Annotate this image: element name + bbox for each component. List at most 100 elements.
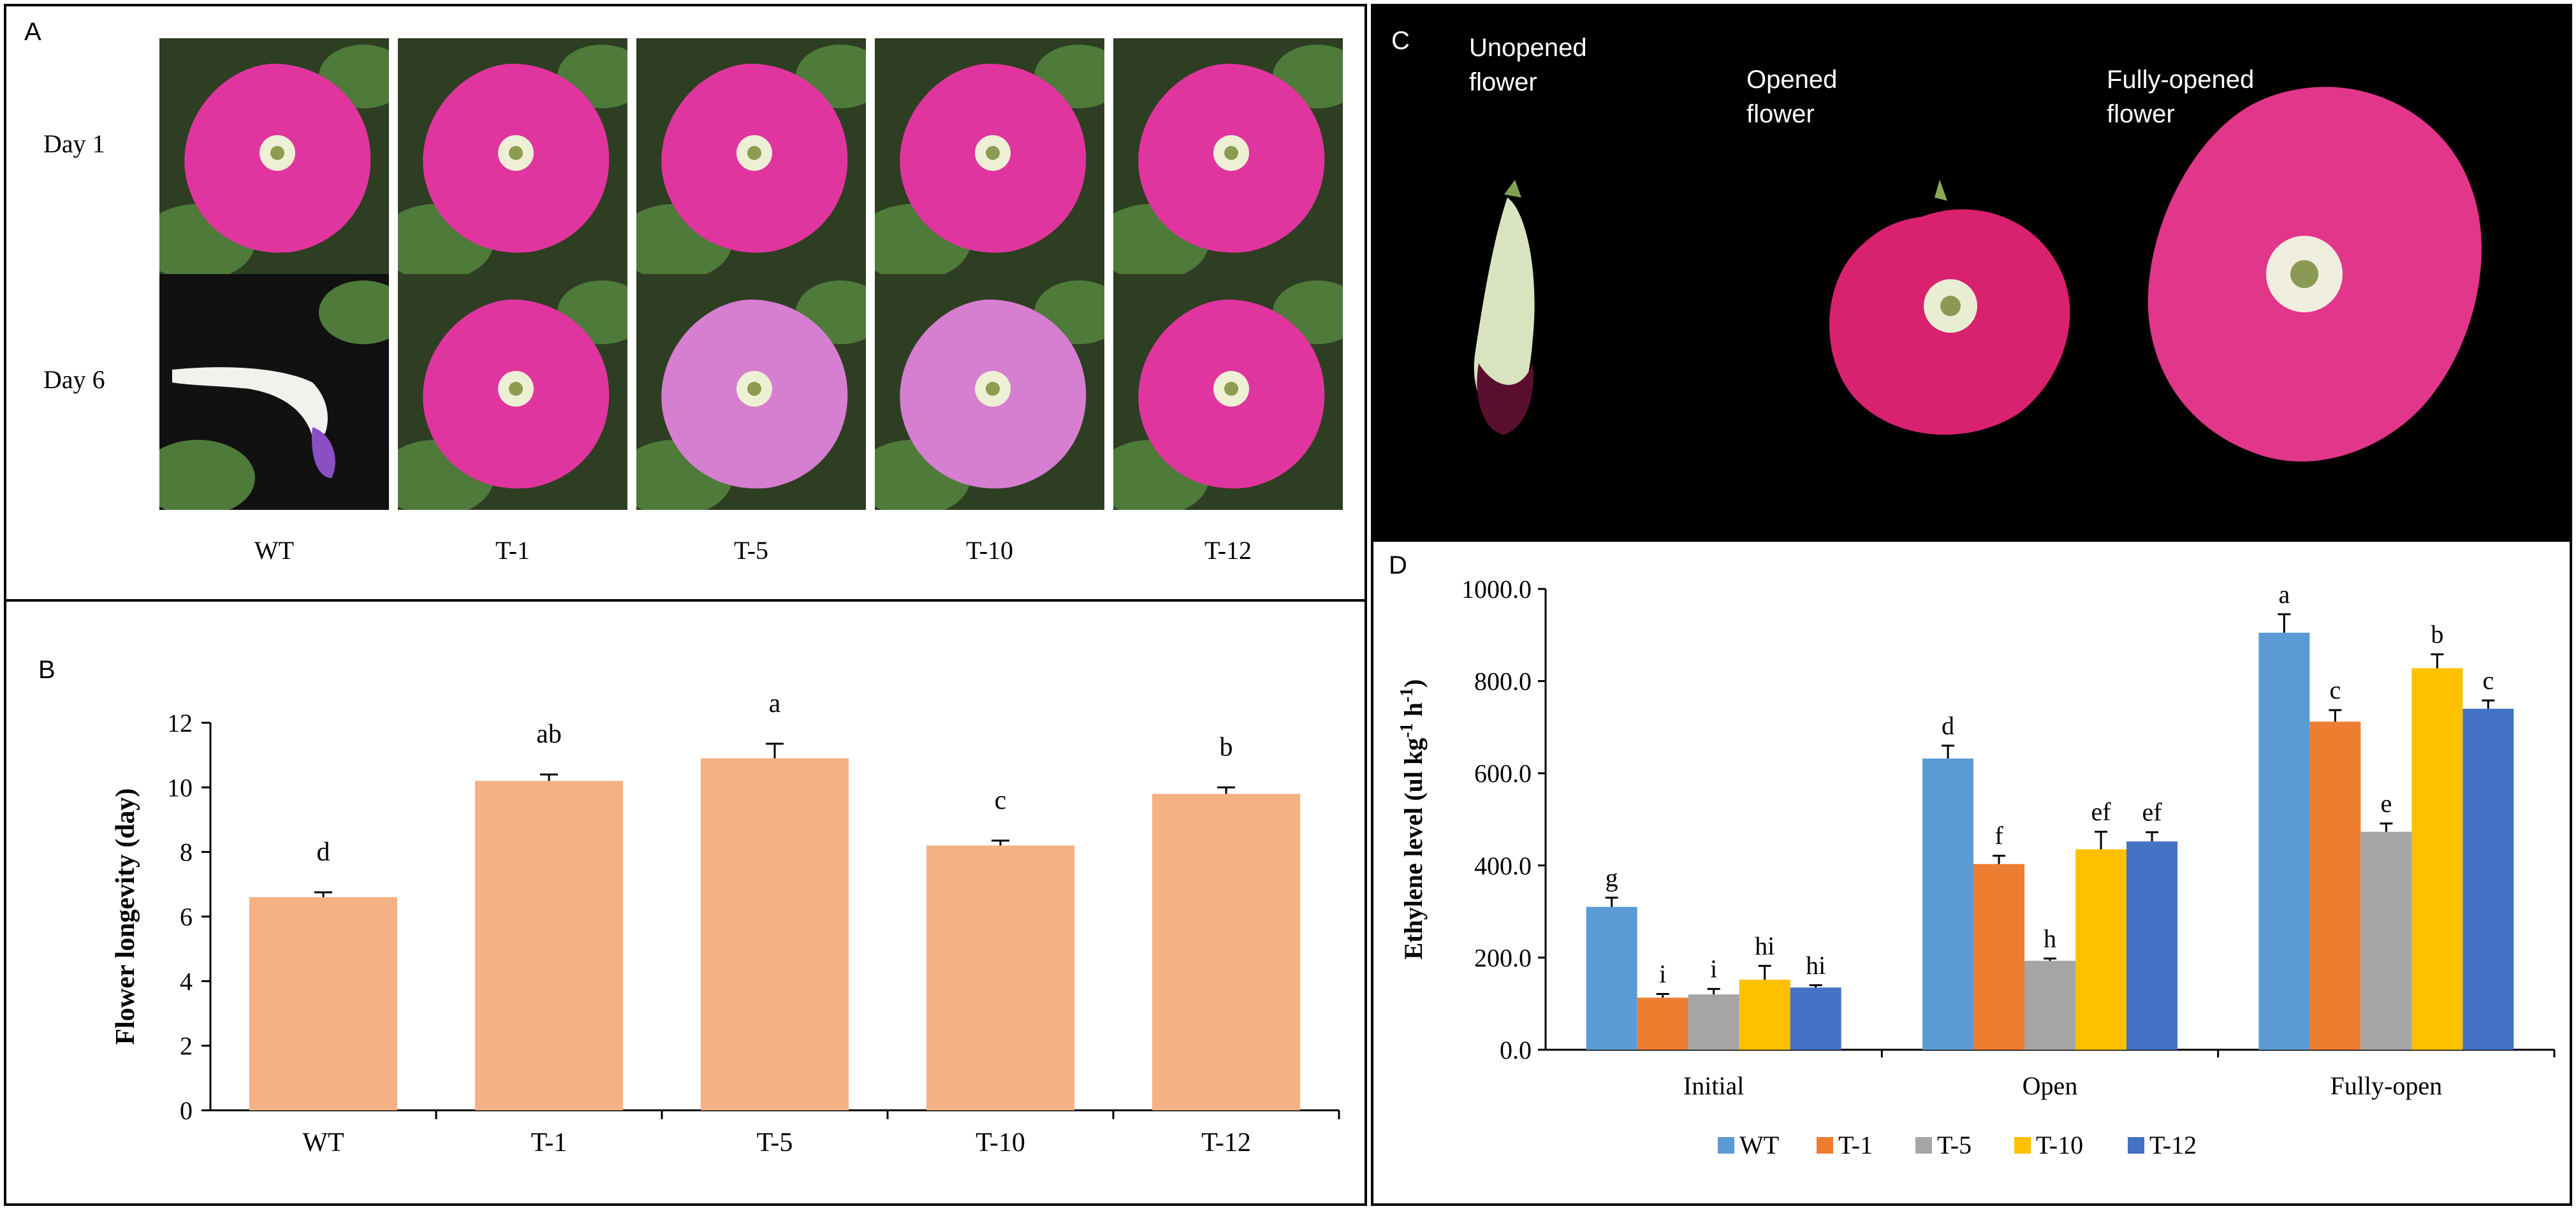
significance-label: g bbox=[1606, 863, 1618, 892]
bar-t-5-initial bbox=[1688, 994, 1739, 1050]
bars: d ab a c b bbox=[249, 689, 1300, 1110]
legend-swatch-wt bbox=[1718, 1137, 1734, 1154]
stage-label-opened: Opened flower bbox=[1746, 66, 1838, 128]
y-tick-label: 2 bbox=[180, 1032, 193, 1061]
legend: WT T-1 T-5 T-10 T-12 bbox=[1718, 1131, 2197, 1159]
significance-label: hi bbox=[1806, 951, 1826, 980]
bar-t-12-open bbox=[2126, 841, 2177, 1050]
legend-label-t-12: T-12 bbox=[2149, 1131, 2197, 1159]
fully-opened-flower-image bbox=[2148, 87, 2482, 462]
x-tick-label: Initial bbox=[1683, 1071, 1745, 1100]
bar-t-5-open bbox=[2024, 961, 2075, 1050]
y-tick-label: 12 bbox=[167, 709, 193, 737]
significance-label: ab bbox=[536, 720, 562, 749]
significance-label: ef bbox=[2142, 798, 2162, 827]
x-tick-label: T-12 bbox=[1201, 1128, 1251, 1157]
y-tick-label: 400.0 bbox=[1474, 852, 1532, 880]
panel-letter-b: B bbox=[38, 656, 55, 684]
significance-label: a bbox=[769, 689, 781, 718]
flower-photo-day1-t-1 bbox=[398, 38, 627, 274]
panel-letter-d: D bbox=[1389, 551, 1407, 579]
y-tick-label: 0 bbox=[180, 1096, 193, 1125]
x-tick-label: T-10 bbox=[976, 1128, 1025, 1157]
unopened-flower-image bbox=[1474, 180, 1535, 435]
legend-swatch-t-1 bbox=[1817, 1137, 1833, 1154]
column-label-wt: WT bbox=[254, 536, 295, 565]
y-tick-label: 600.0 bbox=[1474, 759, 1532, 788]
y-tick-label: 200.0 bbox=[1474, 943, 1532, 972]
x-tick-label: WT bbox=[302, 1128, 344, 1157]
opened-flower-image bbox=[1829, 180, 2070, 435]
panel-a: A Day 1 Day 6 WT T-1 T-5 T-10 T-12 bbox=[4, 4, 1367, 603]
flower-photo-day6-t-1 bbox=[398, 274, 627, 510]
bar-t-10 bbox=[926, 845, 1074, 1110]
significance-label: c bbox=[2482, 666, 2494, 695]
legend-label-t-5: T-5 bbox=[1937, 1131, 1972, 1159]
y-axis-label: Ethylene level (ul kg-1 h-1) bbox=[1397, 679, 1428, 959]
bar-wt bbox=[249, 897, 397, 1110]
flower-photo-day6-wt bbox=[159, 274, 389, 510]
y-tick-label: 800.0 bbox=[1474, 667, 1532, 696]
bar-t-10-fully-open bbox=[2411, 668, 2463, 1050]
flower-photo-day1-t-10 bbox=[875, 38, 1104, 274]
flower-photo-day1-t-5 bbox=[636, 38, 866, 274]
bar-t-12-initial bbox=[1790, 987, 1841, 1050]
x-tick-label: T-1 bbox=[531, 1128, 567, 1157]
significance-label: a bbox=[2278, 580, 2290, 609]
significance-label: f bbox=[1994, 822, 2003, 850]
significance-label: h bbox=[2044, 924, 2056, 953]
y-tick-label: 8 bbox=[180, 838, 193, 867]
y-tick-label: 6 bbox=[180, 903, 193, 931]
legend-swatch-t-10 bbox=[2014, 1137, 2031, 1154]
legend-label-t-1: T-1 bbox=[1838, 1131, 1873, 1159]
significance-label: e bbox=[2380, 789, 2392, 818]
axes: 0.0 200.0 400.0 600.0 800.0 1000.0 Initial Open… bbox=[1461, 575, 2556, 1100]
bar-t-10-initial bbox=[1739, 980, 1790, 1050]
bar-t-12 bbox=[1152, 794, 1300, 1110]
x-tick-label: Open bbox=[2023, 1071, 2078, 1100]
significance-label: i bbox=[1659, 960, 1666, 989]
flower-photo-day6-t-10 bbox=[875, 274, 1104, 510]
significance-label: d bbox=[317, 838, 330, 867]
legend-label-wt: WT bbox=[1739, 1131, 1779, 1159]
bar-wt-open bbox=[1922, 758, 1973, 1050]
y-tick-label: 4 bbox=[180, 967, 193, 996]
bar-t-1-initial bbox=[1637, 997, 1688, 1050]
legend-swatch-t-5 bbox=[1915, 1137, 1932, 1154]
column-label-t12: T-12 bbox=[1204, 536, 1252, 565]
column-label-t1: T-1 bbox=[495, 536, 531, 565]
bar-t-1 bbox=[475, 781, 623, 1110]
bar-t-12-fully-open bbox=[2463, 708, 2514, 1050]
bar-t-10-open bbox=[2075, 849, 2126, 1050]
legend-swatch-t-12 bbox=[2128, 1137, 2144, 1154]
bars: g i i hi hi d f h ef ef a c e b c bbox=[1586, 580, 2514, 1050]
bar-wt-initial bbox=[1586, 906, 1637, 1050]
column-label-t5: T-5 bbox=[733, 536, 769, 565]
row-label-day1: Day 1 bbox=[43, 129, 105, 158]
significance-label: i bbox=[1710, 955, 1717, 983]
significance-label: c bbox=[995, 786, 1007, 815]
legend-label-t-10: T-10 bbox=[2036, 1131, 2083, 1159]
y-tick-label: 0.0 bbox=[1500, 1036, 1532, 1064]
y-tick-label: 10 bbox=[167, 773, 193, 802]
row-label-day6: Day 6 bbox=[43, 365, 105, 394]
x-tick-label: T-5 bbox=[757, 1128, 793, 1157]
y-tick-label: 1000.0 bbox=[1461, 575, 1532, 604]
significance-label: c bbox=[2329, 676, 2341, 704]
significance-label: b bbox=[1220, 732, 1233, 762]
panel-b: B Flower longevity (day) 0 2 4 6 8 10 12 WT T-1 T… bbox=[4, 599, 1367, 1206]
stage-label-fully-opened: Fully-opened flower bbox=[2107, 66, 2255, 128]
significance-label: hi bbox=[1755, 931, 1775, 960]
flower-photo-day6-t-5 bbox=[636, 274, 866, 510]
bar-t-5 bbox=[701, 758, 849, 1110]
significance-label: ef bbox=[2091, 797, 2111, 826]
panel-d: D Ethylene level (ul kg-1 h-1) 0.0 200.0 4… bbox=[1371, 539, 2572, 1206]
panel-letter-c: C bbox=[1391, 27, 1410, 55]
bar-t-1-open bbox=[1973, 864, 2024, 1050]
longevity-chart: B Flower longevity (day) 0 2 4 6 8 10 12 WT T-1 T… bbox=[38, 656, 1340, 1157]
flower-photo-day1-t-12 bbox=[1113, 38, 1343, 274]
column-label-t10: T-10 bbox=[965, 536, 1014, 565]
panel-c: Unopened flower Opened flower Fully-open… bbox=[1371, 4, 2572, 539]
bar-wt-fully-open bbox=[2258, 632, 2310, 1050]
significance-label: b bbox=[2431, 620, 2443, 649]
